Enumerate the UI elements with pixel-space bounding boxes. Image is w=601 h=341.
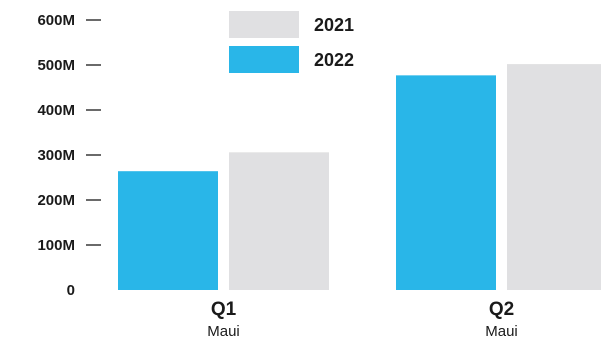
legend-label-2021: 2021 [314,15,354,35]
bar-q1-2022 [118,171,218,290]
bar-q2-2022 [396,75,496,290]
x-category-sublabel: Maui [485,323,518,340]
legend-label-2022: 2022 [314,50,354,70]
bars [118,64,601,290]
y-tick-label: 200M [37,192,75,209]
y-tick-label: 0 [67,282,75,299]
y-axis: 0 100M 200M 300M 400M 500M 600M [37,12,101,299]
y-tick-label: 400M [37,102,75,119]
x-category-label: Q1 [211,299,237,320]
y-tick-label: 600M [37,12,75,29]
y-tick-label: 300M [37,147,75,164]
bar-q2-2021 [507,64,601,290]
legend-swatch-2021 [229,11,299,38]
bar-q1-2021 [229,152,329,290]
y-tick-label: 100M [37,237,75,254]
legend-swatch-2022 [229,46,299,73]
x-category-label: Q2 [489,299,514,320]
legend: 2021 2022 [229,11,354,73]
x-category-sublabel: Maui [207,323,240,340]
y-tick-label: 500M [37,57,75,74]
x-axis: Q1 Maui Q2 Maui [207,299,518,340]
